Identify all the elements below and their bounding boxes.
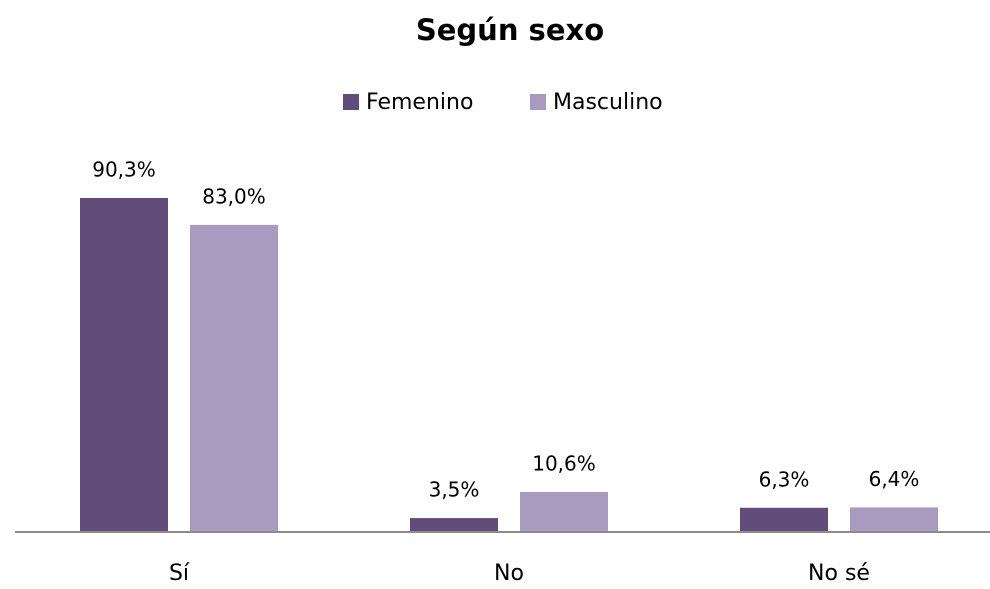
legend-label: Masculino	[553, 90, 663, 115]
bar	[740, 507, 828, 531]
legend-label: Femenino	[366, 90, 473, 115]
value-label: 6,4%	[869, 467, 920, 491]
legend-swatch	[530, 94, 546, 110]
bar	[410, 518, 498, 531]
value-label: 6,3%	[759, 467, 810, 491]
x-tick-label: No	[494, 561, 524, 586]
legend-swatch	[343, 94, 359, 110]
value-label: 83,0%	[202, 184, 266, 208]
value-label: 90,3%	[92, 158, 156, 182]
bar	[80, 198, 168, 531]
value-label: 3,5%	[429, 478, 480, 502]
x-tick-label: Sí	[169, 561, 190, 586]
x-tick-label: No sé	[808, 561, 870, 586]
bar	[520, 491, 608, 531]
bar	[850, 507, 938, 531]
bar	[190, 224, 278, 531]
chart-title: Según sexo	[416, 13, 604, 47]
value-label: 10,6%	[532, 451, 596, 475]
